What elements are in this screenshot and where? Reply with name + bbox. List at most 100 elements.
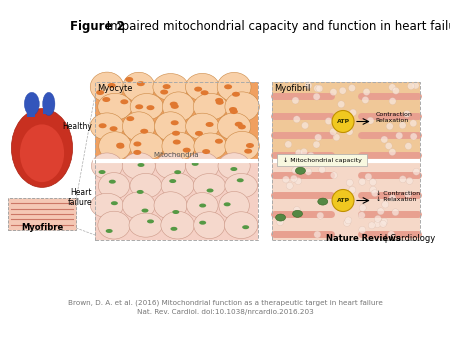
Ellipse shape — [192, 162, 198, 166]
Ellipse shape — [111, 201, 118, 205]
Circle shape — [389, 148, 396, 155]
Ellipse shape — [199, 203, 206, 208]
Ellipse shape — [102, 97, 110, 102]
Circle shape — [330, 89, 337, 96]
Ellipse shape — [206, 122, 214, 127]
Circle shape — [367, 117, 374, 124]
Circle shape — [374, 215, 381, 222]
Circle shape — [332, 190, 354, 212]
Ellipse shape — [141, 209, 149, 213]
Circle shape — [349, 187, 356, 193]
Circle shape — [339, 87, 346, 94]
Circle shape — [410, 133, 417, 140]
Ellipse shape — [232, 92, 240, 97]
Circle shape — [413, 168, 420, 175]
Text: Contraction
Relaxation: Contraction Relaxation — [376, 112, 413, 123]
Bar — [43, 99, 50, 114]
Circle shape — [369, 179, 376, 186]
Ellipse shape — [106, 229, 112, 233]
Circle shape — [381, 218, 388, 225]
Ellipse shape — [122, 192, 155, 219]
Bar — [272, 82, 420, 240]
Ellipse shape — [122, 153, 155, 179]
Ellipse shape — [90, 113, 124, 140]
Circle shape — [295, 149, 302, 156]
Ellipse shape — [161, 173, 194, 198]
Ellipse shape — [225, 92, 259, 122]
Circle shape — [330, 172, 338, 179]
Ellipse shape — [123, 72, 155, 102]
Circle shape — [339, 192, 346, 199]
Ellipse shape — [230, 109, 238, 114]
Ellipse shape — [217, 72, 251, 102]
Ellipse shape — [147, 219, 154, 223]
Circle shape — [389, 194, 396, 201]
Text: ATP: ATP — [337, 119, 350, 124]
Ellipse shape — [173, 140, 181, 145]
Circle shape — [285, 141, 292, 148]
Bar — [272, 161, 420, 240]
Ellipse shape — [116, 143, 124, 148]
Ellipse shape — [238, 124, 246, 129]
Ellipse shape — [161, 211, 194, 239]
Ellipse shape — [171, 120, 179, 125]
Circle shape — [330, 128, 337, 135]
Circle shape — [315, 134, 322, 141]
Circle shape — [365, 173, 372, 180]
Circle shape — [349, 198, 356, 205]
Circle shape — [293, 207, 300, 214]
Ellipse shape — [125, 77, 133, 82]
Text: Myocyte: Myocyte — [97, 84, 132, 93]
Ellipse shape — [109, 126, 117, 131]
Ellipse shape — [296, 167, 306, 174]
Ellipse shape — [162, 132, 195, 160]
Ellipse shape — [130, 173, 162, 198]
Ellipse shape — [224, 84, 232, 89]
Ellipse shape — [171, 227, 177, 231]
Circle shape — [314, 85, 321, 92]
Ellipse shape — [99, 170, 106, 174]
Circle shape — [362, 96, 369, 103]
Circle shape — [363, 89, 370, 95]
Ellipse shape — [24, 92, 39, 116]
Ellipse shape — [215, 139, 223, 144]
Ellipse shape — [185, 152, 219, 180]
Ellipse shape — [199, 221, 206, 225]
Ellipse shape — [160, 90, 168, 95]
Circle shape — [371, 190, 378, 197]
Text: Healthy: Healthy — [62, 122, 92, 131]
Ellipse shape — [193, 93, 227, 120]
Circle shape — [396, 132, 403, 139]
Ellipse shape — [225, 212, 258, 239]
Ellipse shape — [133, 150, 141, 155]
Circle shape — [290, 175, 297, 182]
Ellipse shape — [98, 211, 130, 239]
Text: ↓ Mitochondrial capacity: ↓ Mitochondrial capacity — [283, 157, 361, 163]
Ellipse shape — [99, 132, 131, 161]
Ellipse shape — [219, 191, 249, 219]
Ellipse shape — [194, 212, 225, 239]
Ellipse shape — [194, 133, 227, 159]
Circle shape — [292, 97, 299, 104]
Circle shape — [392, 209, 399, 216]
Ellipse shape — [90, 193, 124, 218]
Circle shape — [358, 212, 365, 219]
Circle shape — [359, 178, 366, 185]
Circle shape — [405, 191, 412, 198]
Circle shape — [399, 122, 406, 129]
Bar — [272, 82, 420, 161]
Ellipse shape — [133, 142, 141, 146]
Bar — [95, 82, 258, 240]
Ellipse shape — [172, 131, 180, 136]
Circle shape — [292, 167, 299, 174]
Circle shape — [293, 116, 300, 123]
Bar — [8, 198, 76, 230]
Ellipse shape — [117, 144, 124, 149]
Ellipse shape — [201, 90, 208, 95]
Ellipse shape — [129, 213, 162, 237]
Text: ATP: ATP — [337, 198, 350, 203]
Text: Brown, D. A. et al. (2016) Mitochondrial function as a therapeutic target in hea: Brown, D. A. et al. (2016) Mitochondrial… — [68, 299, 382, 315]
Ellipse shape — [122, 112, 155, 141]
Circle shape — [283, 176, 289, 183]
Ellipse shape — [108, 83, 116, 88]
